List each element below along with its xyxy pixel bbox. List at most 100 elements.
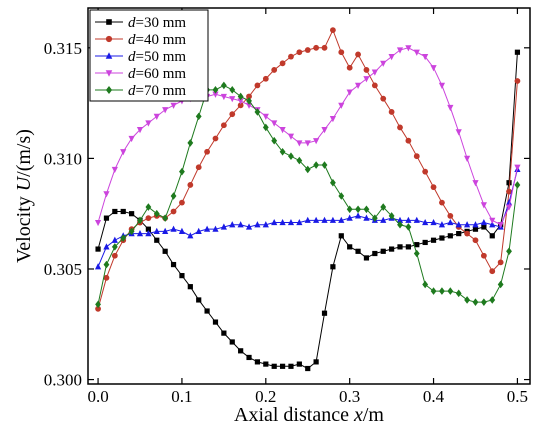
data-point bbox=[296, 361, 302, 367]
data-point bbox=[363, 255, 370, 261]
legend-label: d=40 mm bbox=[128, 32, 186, 48]
legend-label: d=60 mm bbox=[128, 66, 186, 82]
data-point bbox=[472, 221, 479, 228]
data-point bbox=[413, 49, 420, 56]
data-point bbox=[162, 214, 169, 222]
x-axis-title: Axial distance x/m bbox=[234, 404, 384, 426]
data-point bbox=[330, 178, 336, 187]
x-tick-label: 0.0 bbox=[87, 387, 108, 406]
data-point bbox=[304, 47, 311, 53]
data-point bbox=[514, 181, 521, 189]
x-tick-label: 0.3 bbox=[339, 387, 360, 406]
y-tick-label: 0.310 bbox=[44, 149, 82, 168]
data-point bbox=[170, 261, 177, 268]
data-point bbox=[447, 218, 454, 226]
data-point bbox=[363, 67, 370, 73]
data-point bbox=[455, 129, 462, 136]
data-point bbox=[196, 297, 202, 303]
data-point bbox=[271, 136, 278, 145]
data-point bbox=[220, 93, 227, 101]
data-point bbox=[363, 76, 370, 83]
x-tick-label: 0.1 bbox=[171, 387, 192, 406]
data-point bbox=[480, 252, 487, 259]
data-point bbox=[271, 363, 277, 369]
y-axis-title: Velocity U/(m/s) bbox=[13, 129, 35, 263]
data-point bbox=[262, 123, 269, 132]
legend-label-rest: =60 mm bbox=[136, 66, 187, 82]
data-point bbox=[103, 260, 110, 269]
data-point bbox=[439, 199, 445, 206]
data-point bbox=[136, 230, 144, 237]
data-point bbox=[245, 223, 253, 230]
data-point bbox=[338, 102, 345, 109]
data-point bbox=[263, 361, 269, 367]
data-point bbox=[405, 223, 412, 231]
data-point bbox=[489, 233, 495, 239]
data-point bbox=[447, 233, 453, 239]
data-point bbox=[338, 192, 345, 200]
data-point bbox=[506, 188, 512, 195]
series-0 bbox=[95, 49, 521, 372]
data-point bbox=[430, 184, 437, 191]
data-point bbox=[405, 216, 412, 223]
data-point bbox=[405, 244, 411, 250]
y-axis-title-var: U bbox=[13, 175, 35, 191]
legend-marker bbox=[106, 19, 112, 25]
data-point bbox=[162, 107, 169, 114]
data-point bbox=[354, 212, 362, 219]
data-point bbox=[271, 67, 278, 73]
legend-marker bbox=[105, 86, 113, 94]
data-point bbox=[95, 305, 101, 312]
series-2 bbox=[94, 165, 521, 270]
data-point bbox=[397, 124, 403, 131]
data-point bbox=[413, 216, 420, 223]
legend-marker bbox=[105, 52, 113, 59]
data-point bbox=[153, 227, 160, 234]
data-point bbox=[506, 180, 512, 186]
data-point bbox=[212, 225, 219, 232]
data-point bbox=[472, 298, 479, 306]
data-point bbox=[111, 236, 118, 243]
data-point bbox=[153, 113, 160, 120]
data-point bbox=[338, 233, 344, 239]
data-point bbox=[246, 97, 252, 105]
data-point bbox=[313, 359, 319, 365]
data-point bbox=[514, 49, 521, 55]
data-point bbox=[229, 221, 236, 228]
data-point bbox=[220, 223, 227, 230]
data-point bbox=[313, 161, 320, 169]
data-point bbox=[464, 296, 470, 304]
data-point bbox=[279, 147, 286, 156]
legend-label-rest: =70 mm bbox=[136, 83, 187, 99]
data-point bbox=[346, 214, 353, 221]
legend-label-rest: =30 mm bbox=[136, 15, 187, 31]
data-point bbox=[371, 214, 378, 222]
legend-label-var: d bbox=[128, 49, 136, 65]
data-point bbox=[430, 218, 437, 226]
data-point bbox=[338, 216, 345, 223]
data-point bbox=[170, 225, 177, 232]
data-point bbox=[396, 47, 404, 54]
data-point bbox=[321, 44, 328, 51]
data-point bbox=[355, 248, 361, 254]
data-point bbox=[103, 191, 110, 198]
data-point bbox=[447, 287, 454, 295]
data-point bbox=[447, 213, 454, 219]
data-point bbox=[288, 363, 294, 369]
data-point bbox=[162, 227, 169, 234]
data-point bbox=[296, 218, 303, 226]
data-point bbox=[413, 153, 420, 160]
data-point bbox=[472, 226, 479, 232]
legend-label-var: d bbox=[128, 32, 136, 48]
data-point bbox=[505, 199, 513, 206]
data-point bbox=[145, 120, 152, 127]
data-point bbox=[354, 82, 362, 90]
data-point bbox=[136, 127, 144, 134]
data-point bbox=[397, 244, 403, 250]
data-point bbox=[111, 252, 118, 259]
data-point bbox=[162, 248, 168, 254]
y-axis-title-post: /(m/s) bbox=[13, 129, 35, 177]
data-point bbox=[321, 127, 328, 134]
legend-label: d=50 mm bbox=[128, 49, 186, 65]
data-point bbox=[288, 53, 294, 60]
